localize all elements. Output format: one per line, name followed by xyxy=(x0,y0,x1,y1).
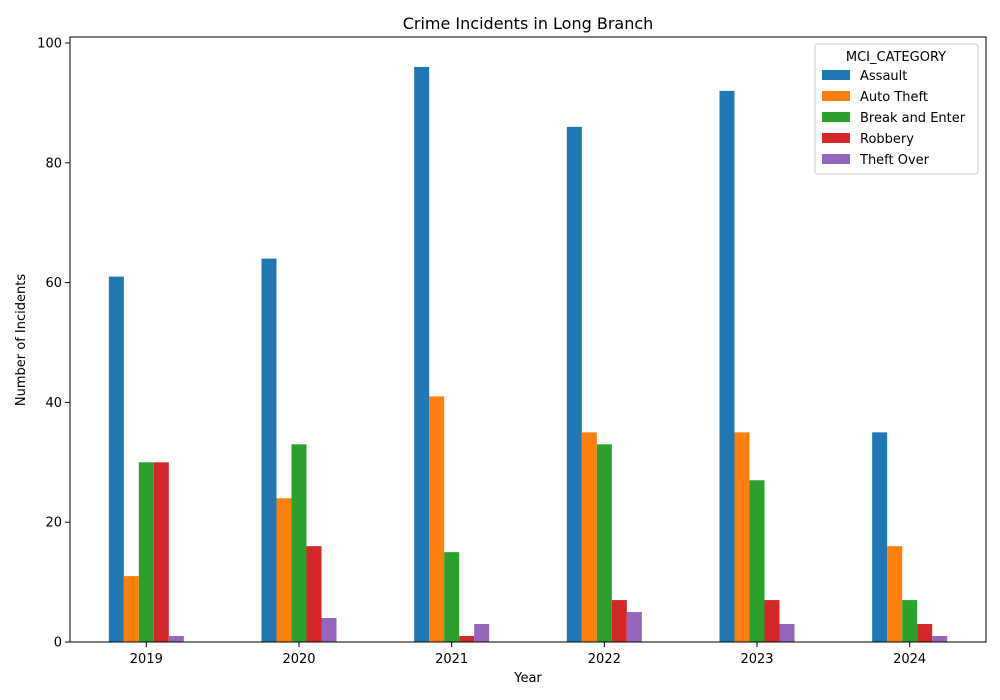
legend-label: Break and Enter xyxy=(860,111,966,126)
y-tick-label: 40 xyxy=(45,396,62,411)
legend-swatch-theft-over xyxy=(822,154,850,164)
bar-theft-over-2021 xyxy=(474,624,490,642)
bar-auto-theft-2024 xyxy=(887,546,903,642)
bar-break-and-enter-2020 xyxy=(291,444,307,642)
bar-robbery-2023 xyxy=(764,600,780,642)
bars-layer xyxy=(108,66,948,643)
bar-assault-2024 xyxy=(872,432,888,642)
y-tick-label: 0 xyxy=(54,636,62,651)
bar-theft-over-2020 xyxy=(321,618,337,642)
bar-theft-over-2023 xyxy=(779,624,795,642)
x-tick-label: 2019 xyxy=(130,652,163,667)
bar-auto-theft-2022 xyxy=(581,432,597,642)
bar-robbery-2020 xyxy=(306,546,322,642)
bar-auto-theft-2020 xyxy=(276,498,292,642)
bar-auto-theft-2021 xyxy=(429,396,445,642)
legend: MCI_CATEGORY Assault Auto Theft Break and … xyxy=(814,43,979,175)
y-tick-label: 100 xyxy=(37,36,62,51)
bar-break-and-enter-2022 xyxy=(596,444,612,642)
bar-robbery-2024 xyxy=(917,624,933,642)
legend-swatch-break-and-enter xyxy=(822,112,850,122)
x-tick-label: 2020 xyxy=(282,652,315,667)
legend-box xyxy=(814,43,979,175)
bar-assault-2022 xyxy=(566,126,582,643)
x-axis: 2019 2020 2021 2022 2023 2024 xyxy=(130,642,926,667)
bar-assault-2021 xyxy=(414,66,430,642)
x-tick-label: 2022 xyxy=(588,652,621,667)
legend-title: MCI_CATEGORY xyxy=(846,50,946,65)
x-tick-label: 2023 xyxy=(740,652,773,667)
legend-label: Assault xyxy=(860,69,907,84)
bar-auto-theft-2023 xyxy=(734,432,750,642)
plot-frame xyxy=(69,36,987,643)
bar-auto-theft-2019 xyxy=(123,576,139,642)
legend-swatch-assault xyxy=(822,70,850,80)
bar-assault-2020 xyxy=(261,258,277,642)
bar-break-and-enter-2024 xyxy=(902,600,918,642)
x-tick-label: 2021 xyxy=(435,652,468,667)
x-axis-label: Year xyxy=(513,671,542,686)
y-tick-label: 20 xyxy=(45,516,62,531)
legend-label: Auto Theft xyxy=(860,90,928,105)
bar-theft-over-2022 xyxy=(626,612,642,642)
bar-robbery-2021 xyxy=(459,636,475,642)
legend-swatch-auto-theft xyxy=(822,91,850,101)
bar-robbery-2022 xyxy=(611,600,627,642)
bar-break-and-enter-2023 xyxy=(749,480,765,642)
y-tick-label: 60 xyxy=(45,276,62,291)
x-tick-label: 2024 xyxy=(893,652,926,667)
bar-theft-over-2024 xyxy=(932,636,948,642)
legend-swatch-robbery xyxy=(822,133,850,143)
bar-robbery-2019 xyxy=(153,462,169,642)
y-tick-label: 80 xyxy=(45,156,62,171)
bar-assault-2023 xyxy=(719,90,735,642)
chart-title: Crime Incidents in Long Branch xyxy=(403,14,654,33)
bar-break-and-enter-2019 xyxy=(138,462,154,642)
y-axis-label: Number of Incidents xyxy=(14,274,29,406)
legend-label: Robbery xyxy=(860,132,914,147)
legend-label: Theft Over xyxy=(859,153,930,168)
bar-assault-2019 xyxy=(108,276,124,642)
bar-break-and-enter-2021 xyxy=(444,552,460,642)
bar-theft-over-2019 xyxy=(168,636,184,642)
y-axis: 0 20 40 60 80 100 xyxy=(37,36,70,651)
